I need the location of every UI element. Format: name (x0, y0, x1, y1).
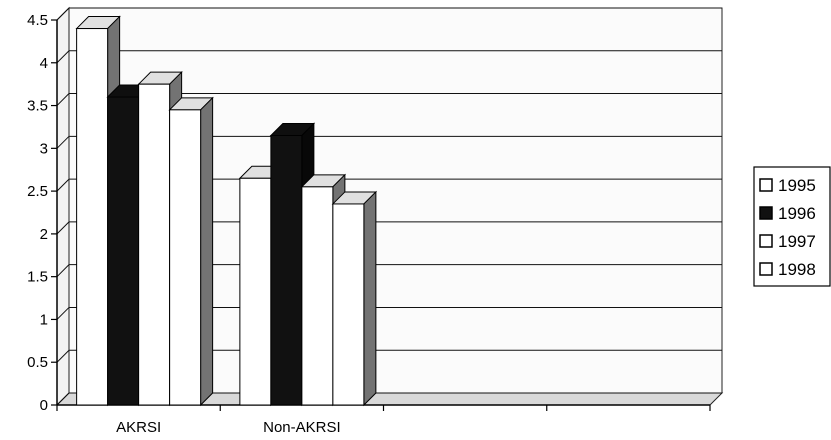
y-tick-label: 2 (40, 226, 48, 243)
legend-item-1998: 1998 (759, 260, 816, 279)
gridlines (56, 7, 722, 406)
legend-swatch (759, 178, 773, 192)
legend-swatch (759, 234, 773, 248)
y-tick-label: 2.5 (27, 183, 48, 200)
y-tick-label: 3.5 (27, 98, 48, 115)
y-tick-label: 4.5 (27, 12, 48, 29)
legend: 1995 1996 1997 1998 (753, 166, 831, 287)
y-tick-label: 1.5 (27, 269, 48, 286)
bar-front-face (138, 83, 171, 406)
bar-side-face (200, 96, 214, 407)
bar-front-face (270, 135, 303, 406)
legend-label: 1998 (778, 260, 816, 279)
x-axis-labels: AKRSI Non-AKRSI (116, 419, 341, 436)
gridline (56, 306, 722, 320)
legend-item-1995: 1995 (759, 176, 816, 195)
legend-item-1997: 1997 (759, 232, 816, 251)
gridline (56, 392, 722, 406)
y-tick-label: 1 (40, 311, 48, 328)
gridline (56, 7, 722, 21)
gridline (56, 50, 722, 64)
x-category-label: AKRSI (116, 419, 161, 436)
y-tick-label: 0 (40, 397, 48, 414)
side-wall (56, 6, 70, 407)
gridline (56, 93, 722, 106)
y-tick-label: 3 (40, 140, 48, 157)
y-tick-label: 4 (40, 55, 48, 72)
gridline (56, 349, 722, 363)
bar-front-face (169, 109, 202, 406)
bar-front-face (239, 177, 272, 406)
gridline (56, 221, 722, 235)
legend-label: 1995 (778, 176, 816, 195)
gridline (56, 178, 722, 192)
bar-non-akrsi-1998 (331, 190, 378, 407)
gridline (56, 135, 722, 149)
legend-swatch (759, 262, 773, 276)
legend-item-1996: 1996 (759, 204, 816, 223)
bar-front-face (332, 203, 365, 406)
gridline (56, 264, 722, 278)
legend-swatch (759, 206, 773, 220)
bar-front-face (107, 96, 140, 406)
legend-label: 1997 (778, 232, 816, 251)
y-axis-ticks: 0 0.5 1 1.5 2 2.5 3 3.5 4 4.5 (27, 12, 57, 414)
bar-side-face (363, 190, 377, 407)
y-tick-label: 0.5 (27, 354, 48, 371)
bar-akrsi-1998 (168, 96, 214, 407)
legend-label: 1996 (778, 204, 816, 223)
bars (75, 15, 378, 407)
bar-front-face (301, 186, 334, 406)
bar-front-face (76, 28, 109, 406)
x-category-label: Non-AKRSI (263, 419, 341, 436)
